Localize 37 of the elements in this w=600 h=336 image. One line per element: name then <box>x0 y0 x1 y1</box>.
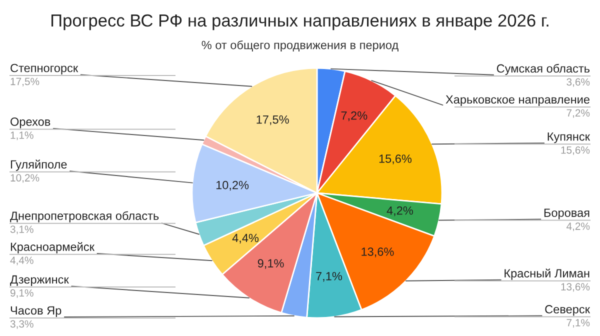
slice-label: Красный Лиман <box>504 268 590 280</box>
slice-label: Степногорск <box>10 64 78 75</box>
chart-subtitle: % от общего продвижения в период <box>202 40 398 52</box>
data-label: 3,3% <box>10 320 34 329</box>
data-label: 4,2% <box>386 206 413 216</box>
slice-label: Орехов <box>10 118 50 128</box>
text: 4,2% <box>566 222 590 232</box>
data-label: 4,4% <box>232 234 259 244</box>
text: 17,5% <box>10 78 40 86</box>
data-label: 15,6% <box>379 154 412 164</box>
data-label: 3,1% <box>10 226 34 234</box>
data-label: 7,2% <box>341 111 368 122</box>
text: 7,1% <box>566 319 590 328</box>
text: 15,6% <box>561 146 590 155</box>
slice-label: Дзержинск <box>10 275 69 286</box>
slice-label: Сумская область <box>496 64 590 75</box>
slice-label: Гуляйполе <box>10 160 67 171</box>
text: 9,1% <box>10 289 34 298</box>
data-label: 17,5% <box>256 115 289 126</box>
slice-label: Днепропетровская область <box>10 211 159 222</box>
data-label: 7,1% <box>316 272 342 282</box>
text: 13,6% <box>561 283 590 292</box>
data-label: 1,1% <box>10 132 34 140</box>
data-label: 9,1% <box>258 259 284 269</box>
slice-label: Часов Яр <box>10 306 62 317</box>
text: 7,2% <box>566 109 590 118</box>
data-label: 10,2% <box>216 180 249 191</box>
slice-label: Северск <box>545 305 590 316</box>
data-label: 13,6% <box>362 248 394 258</box>
text: 4,4% <box>10 256 34 266</box>
slice-label: Красноармейск <box>10 242 95 254</box>
data-label: 3,6% <box>566 78 590 87</box>
chart-title: Прогресс ВС РФ на различных направлениях в январе 2026 г. <box>51 14 548 30</box>
text: 10,2% <box>10 174 40 183</box>
slice-label: Купянск <box>548 132 590 144</box>
slice-label: Харьковское направление <box>446 95 590 106</box>
slice-label: Боровая <box>544 208 590 220</box>
